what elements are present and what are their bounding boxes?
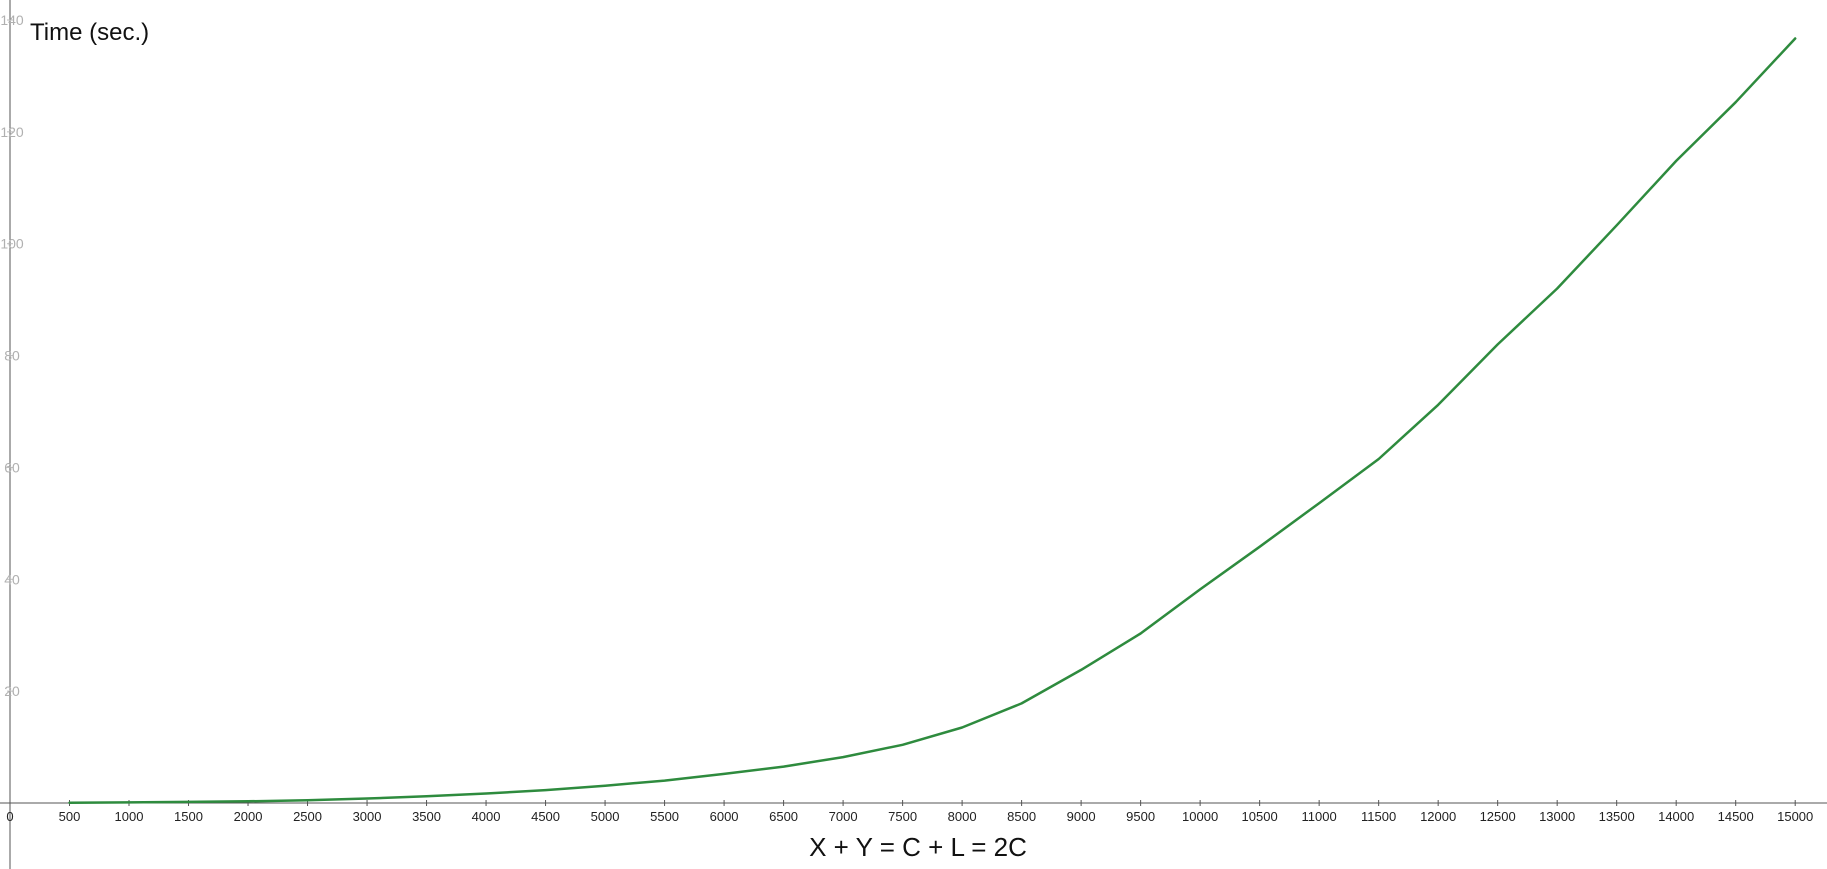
data-point [485, 792, 487, 795]
data-point [544, 789, 547, 791]
x-tick-label: 9500 [1126, 809, 1155, 824]
y-axis-title: Time (sec.) [30, 19, 149, 46]
x-tick-label: 4000 [472, 809, 501, 824]
data-point [1734, 101, 1737, 104]
data-point [1794, 37, 1796, 40]
x-tick-label: 8500 [1007, 809, 1036, 824]
x-tick-label: 1000 [115, 809, 144, 824]
y-tick-label: 60 [4, 459, 20, 475]
x-tick-label: 14000 [1658, 809, 1694, 824]
y-tick-label: 80 [4, 348, 20, 364]
data-point [1496, 343, 1499, 346]
data-point [247, 800, 249, 803]
data-point [723, 773, 725, 775]
data-point [1675, 160, 1677, 162]
x-tick-label: 500 [59, 809, 81, 824]
data-point [1556, 287, 1558, 290]
data-point [1318, 502, 1320, 505]
x-tick-label: 6500 [769, 809, 798, 824]
x-tick-label: 4500 [531, 809, 560, 824]
y-tick-label: 20 [4, 683, 20, 699]
data-point [604, 784, 606, 787]
data-point [1377, 458, 1380, 460]
x-tick-label: 3500 [412, 809, 441, 824]
x-tick-label: 11000 [1302, 809, 1337, 824]
x-tick-label: 0 [6, 809, 13, 824]
tick-labels: 20 40 60 80 100 120 140 0 500 1000 1500 2000 2500 300… [0, 12, 1813, 824]
x-tick-label: 12500 [1480, 809, 1516, 824]
data-point [901, 744, 904, 746]
data-point [842, 756, 844, 758]
data-point [1080, 669, 1082, 671]
x-tick-label: 6000 [710, 809, 739, 824]
x-tick-label: 9000 [1067, 809, 1096, 824]
series-line [68, 37, 1797, 804]
data-point [1437, 403, 1439, 406]
x-tick-label: 5000 [591, 809, 620, 824]
data-point [1258, 546, 1261, 548]
data-point [1139, 632, 1142, 635]
y-tick-label: 100 [0, 236, 24, 252]
x-tick-label: 10500 [1242, 809, 1278, 824]
x-tick-label: 8000 [948, 809, 977, 824]
y-tick-label: 40 [4, 571, 20, 587]
x-tick-label: 11500 [1361, 809, 1396, 824]
data-point [1020, 702, 1023, 705]
x-tick-label: 12000 [1420, 809, 1456, 824]
x-tick-label: 2500 [293, 809, 322, 824]
x-tick-label: 2000 [234, 809, 263, 824]
x-tick-label: 1500 [174, 809, 203, 824]
data-point [1199, 588, 1201, 591]
data-point [306, 799, 309, 802]
x-axis-title: X + Y = C + L = 2C [809, 832, 1027, 862]
y-tick-label: 140 [0, 12, 24, 28]
x-tick-label: 7500 [888, 809, 917, 824]
data-point [366, 797, 368, 800]
y-tick-label: 120 [0, 124, 24, 140]
x-tick-label: 5500 [650, 809, 679, 824]
data-point [128, 801, 130, 804]
data-point [1615, 224, 1618, 227]
x-tick-label: 13000 [1539, 809, 1575, 824]
data-point [782, 765, 785, 768]
x-tick-label: 10000 [1182, 809, 1218, 824]
data-point [663, 779, 666, 782]
series-layer [68, 37, 1797, 804]
data-point [187, 801, 190, 803]
x-tick-label: 7000 [829, 809, 858, 824]
x-tick-label: 3000 [353, 809, 382, 824]
data-point [68, 801, 71, 804]
x-tick-label: 14500 [1718, 809, 1754, 824]
data-point [961, 726, 963, 729]
data-point [425, 795, 428, 798]
x-tick-label: 15000 [1777, 809, 1813, 824]
x-tick-label: 13500 [1599, 809, 1635, 824]
